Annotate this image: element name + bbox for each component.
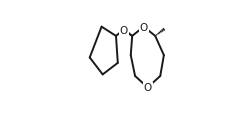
Text: O: O (139, 22, 148, 32)
Text: O: O (144, 83, 152, 93)
Text: O: O (119, 26, 128, 35)
